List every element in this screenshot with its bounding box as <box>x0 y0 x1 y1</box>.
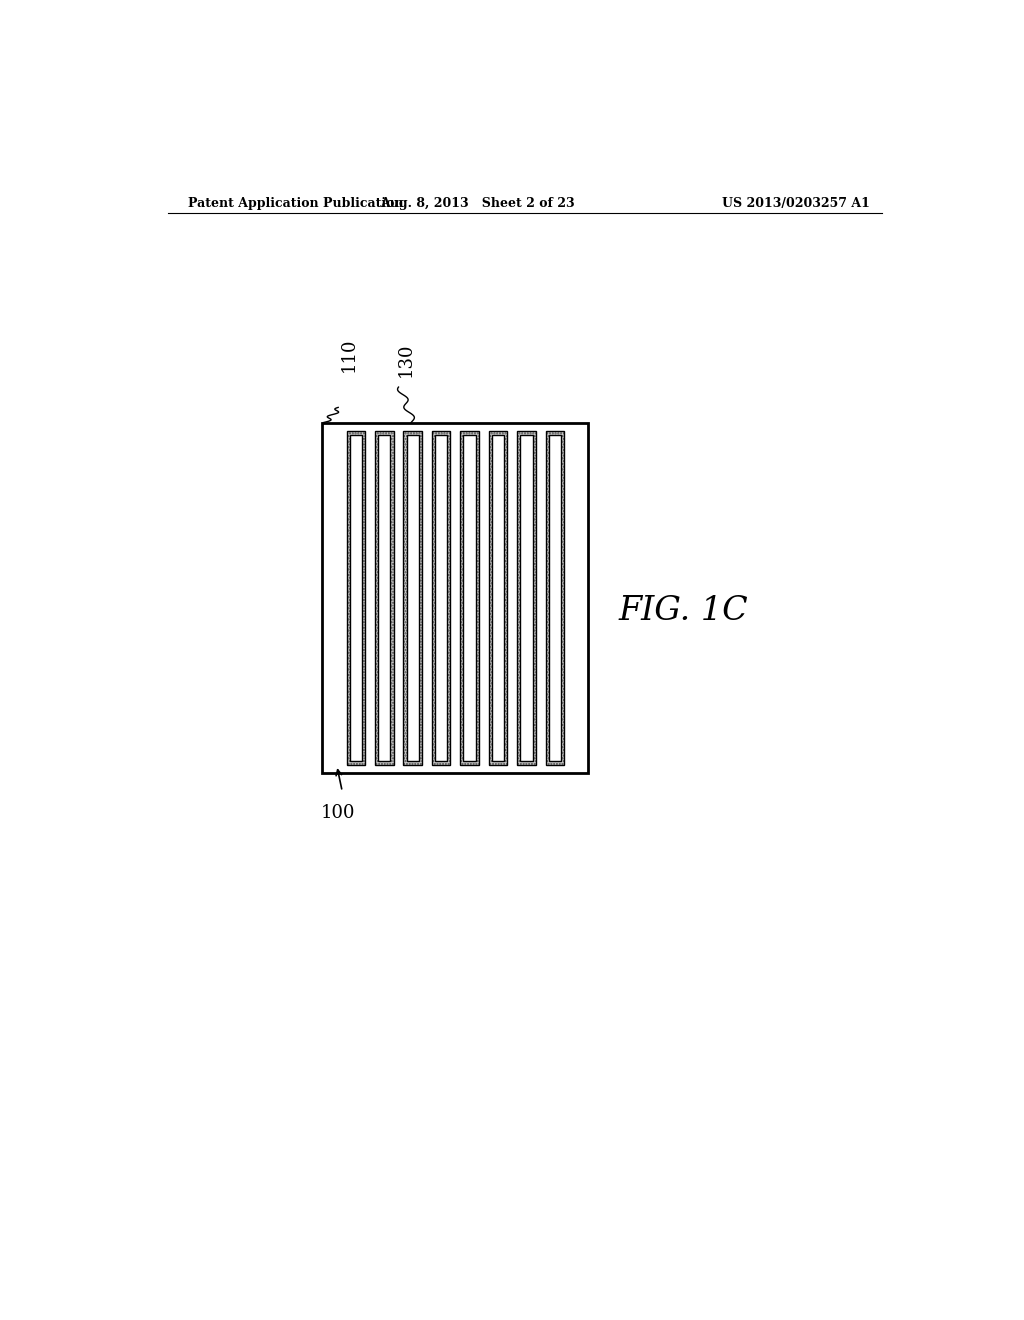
Bar <box>517 430 536 766</box>
Bar <box>464 434 476 762</box>
Bar <box>464 434 476 762</box>
Bar <box>378 434 390 762</box>
Bar <box>520 434 532 762</box>
Bar <box>520 434 532 762</box>
Bar <box>549 434 561 762</box>
Bar <box>546 430 564 766</box>
Bar <box>549 434 561 762</box>
Bar <box>346 430 366 766</box>
Bar <box>432 430 451 766</box>
Bar <box>517 430 536 766</box>
Bar <box>432 430 451 766</box>
Bar <box>323 422 588 774</box>
Bar <box>378 434 390 762</box>
Bar <box>346 430 366 766</box>
Bar <box>435 434 447 762</box>
Bar <box>488 430 507 766</box>
Bar <box>346 430 366 766</box>
Bar <box>488 430 507 766</box>
Bar <box>488 430 507 766</box>
Bar <box>432 430 451 766</box>
Bar <box>546 430 564 766</box>
Text: Patent Application Publication: Patent Application Publication <box>187 197 403 210</box>
Text: 130: 130 <box>396 342 415 378</box>
Text: US 2013/0203257 A1: US 2013/0203257 A1 <box>722 197 870 210</box>
Bar <box>492 434 504 762</box>
Bar <box>461 430 479 766</box>
Bar <box>403 430 422 766</box>
Bar <box>403 430 422 766</box>
Bar <box>461 430 479 766</box>
Text: Aug. 8, 2013   Sheet 2 of 23: Aug. 8, 2013 Sheet 2 of 23 <box>380 197 574 210</box>
Bar <box>375 430 393 766</box>
Text: 100: 100 <box>322 804 355 822</box>
Bar <box>435 434 447 762</box>
Bar <box>407 434 419 762</box>
Bar <box>407 434 419 762</box>
Bar <box>375 430 393 766</box>
Text: 110: 110 <box>340 338 357 372</box>
Bar <box>375 430 393 766</box>
Bar <box>461 430 479 766</box>
Bar <box>517 430 536 766</box>
Bar <box>350 434 361 762</box>
Bar <box>546 430 564 766</box>
Bar <box>403 430 422 766</box>
Bar <box>492 434 504 762</box>
Bar <box>350 434 361 762</box>
Text: FIG. 1C: FIG. 1C <box>618 595 749 627</box>
